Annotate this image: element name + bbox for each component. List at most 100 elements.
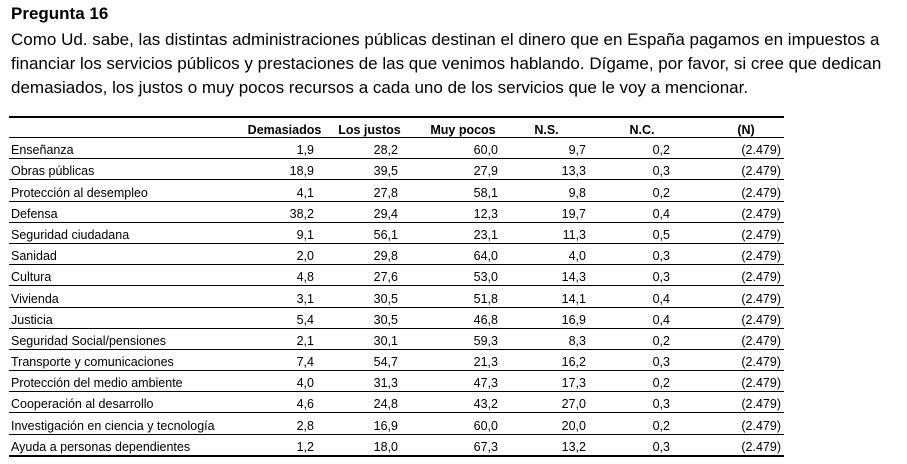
row-label: Ayuda a personas dependientes	[9, 434, 239, 457]
cell-demasiados: 9,1	[239, 222, 326, 244]
cell-demasiados: 38,2	[239, 201, 326, 223]
cell-ns: 19,7	[513, 201, 606, 223]
cell-ns: 8,3	[513, 328, 606, 350]
cell-nc: 0,3	[606, 264, 700, 287]
cell-demasiados: 2,8	[239, 412, 326, 435]
cell-n: (2.479)	[700, 391, 784, 414]
cell-n: (2.479)	[700, 158, 784, 181]
cell-nc: 0,2	[606, 412, 700, 435]
table-row: Cooperación al desarrollo 4,6 24,8 43,2 27,0…	[9, 391, 784, 414]
cell-nc: 0,3	[606, 349, 700, 372]
cell-demasiados: 4,8	[239, 264, 326, 287]
row-label: Investigación en ciencia y tecnología	[9, 412, 239, 435]
cell-nc: 0,3	[606, 158, 700, 181]
cell-demasiados: 2,1	[239, 328, 326, 350]
table-row: Enseñanza 1,9 28,2 60,0 9,7 0,2 (2.479)	[9, 137, 784, 160]
table-body: Enseñanza 1,9 28,2 60,0 9,7 0,2 (2.479) Obras p…	[9, 137, 784, 457]
cell-muy-pocos: 53,0	[413, 264, 513, 287]
table-row: Protección al desempleo 4,1 27,8 58,1 9,8 0,2…	[9, 179, 784, 202]
cell-ns: 20,0	[513, 412, 606, 435]
header-los-justos: Los justos	[326, 116, 413, 138]
cell-nc: 0,3	[606, 434, 700, 457]
cell-nc: 0,2	[606, 137, 700, 160]
cell-los-justos: 27,6	[326, 264, 413, 287]
cell-demasiados: 2,0	[239, 243, 326, 266]
table-row: Transporte y comunicaciones 7,4 54,7 21,3 16…	[9, 349, 784, 372]
cell-nc: 0,2	[606, 179, 700, 202]
cell-nc: 0,2	[606, 328, 700, 350]
row-label: Seguridad Social/pensiones	[9, 328, 239, 350]
cell-los-justos: 54,7	[326, 349, 413, 372]
cell-demasiados: 4,6	[239, 391, 326, 414]
row-label: Defensa	[9, 201, 239, 223]
cell-n: (2.479)	[700, 328, 784, 350]
header-nc: N.C.	[606, 116, 700, 138]
cell-demasiados: 4,1	[239, 179, 326, 202]
row-label: Cultura	[9, 264, 239, 287]
cell-demasiados: 4,0	[239, 370, 326, 393]
cell-los-justos: 39,5	[326, 158, 413, 181]
cell-muy-pocos: 64,0	[413, 243, 513, 266]
cell-los-justos: 31,3	[326, 370, 413, 393]
table-row: Justicia 5,4 30,5 46,8 16,9 0,4 (2.479)	[9, 307, 784, 329]
row-label: Seguridad ciudadana	[9, 222, 239, 244]
table-row: Investigación en ciencia y tecnología 2,8…	[9, 412, 784, 435]
cell-n: (2.479)	[700, 434, 784, 457]
table-row: Defensa 38,2 29,4 12,3 19,7 0,4 (2.479)	[9, 201, 784, 223]
cell-los-justos: 30,5	[326, 307, 413, 329]
cell-nc: 0,5	[606, 222, 700, 244]
header-label	[9, 116, 239, 138]
header-n: (N)	[700, 116, 784, 138]
cell-ns: 13,2	[513, 434, 606, 457]
cell-muy-pocos: 43,2	[413, 391, 513, 414]
row-label: Justicia	[9, 307, 239, 329]
cell-nc: 0,3	[606, 391, 700, 414]
row-label: Obras públicas	[9, 158, 239, 181]
cell-los-justos: 30,1	[326, 328, 413, 350]
cell-ns: 9,7	[513, 137, 606, 160]
results-table: Demasiados Los justos Muy pocos N.S. N.C…	[9, 116, 784, 457]
question-title: Pregunta 16	[11, 4, 109, 23]
cell-ns: 11,3	[513, 222, 606, 244]
cell-n: (2.479)	[700, 243, 784, 266]
cell-muy-pocos: 60,0	[413, 137, 513, 160]
cell-n: (2.479)	[700, 179, 784, 202]
cell-demasiados: 7,4	[239, 349, 326, 372]
cell-demasiados: 1,9	[239, 137, 326, 160]
cell-ns: 16,2	[513, 349, 606, 372]
question-text: Como Ud. sabe, las distintas administrac…	[11, 30, 882, 97]
cell-n: (2.479)	[700, 349, 784, 372]
cell-ns: 17,3	[513, 370, 606, 393]
table-row: Obras públicas 18,9 39,5 27,9 13,3 0,3 (2.479)	[9, 158, 784, 181]
cell-nc: 0,2	[606, 370, 700, 393]
cell-demasiados: 18,9	[239, 158, 326, 181]
cell-nc: 0,4	[606, 201, 700, 223]
cell-los-justos: 28,2	[326, 137, 413, 160]
cell-los-justos: 16,9	[326, 412, 413, 435]
cell-nc: 0,4	[606, 307, 700, 329]
cell-muy-pocos: 47,3	[413, 370, 513, 393]
table-row: Vivienda 3,1 30,5 51,8 14,1 0,4 (2.479)	[9, 285, 784, 308]
cell-n: (2.479)	[700, 201, 784, 223]
table-row: Ayuda a personas dependientes 1,2 18,0 67,3…	[9, 434, 784, 457]
cell-demasiados: 1,2	[239, 434, 326, 457]
cell-n: (2.479)	[700, 370, 784, 393]
cell-muy-pocos: 59,3	[413, 328, 513, 350]
cell-n: (2.479)	[700, 285, 784, 308]
cell-ns: 27,0	[513, 391, 606, 414]
cell-n: (2.479)	[700, 264, 784, 287]
cell-nc: 0,3	[606, 243, 700, 266]
cell-n: (2.479)	[700, 137, 784, 160]
table-row: Cultura 4,8 27,6 53,0 14,3 0,3 (2.479)	[9, 264, 784, 287]
cell-muy-pocos: 60,0	[413, 412, 513, 435]
cell-los-justos: 29,8	[326, 243, 413, 266]
cell-n: (2.479)	[700, 222, 784, 244]
cell-los-justos: 27,8	[326, 179, 413, 202]
cell-n: (2.479)	[700, 307, 784, 329]
cell-los-justos: 18,0	[326, 434, 413, 457]
header-muy-pocos: Muy pocos	[413, 116, 513, 138]
cell-n: (2.479)	[700, 412, 784, 435]
header-demasiados: Demasiados	[239, 116, 326, 138]
cell-muy-pocos: 12,3	[413, 201, 513, 223]
cell-muy-pocos: 51,8	[413, 285, 513, 308]
